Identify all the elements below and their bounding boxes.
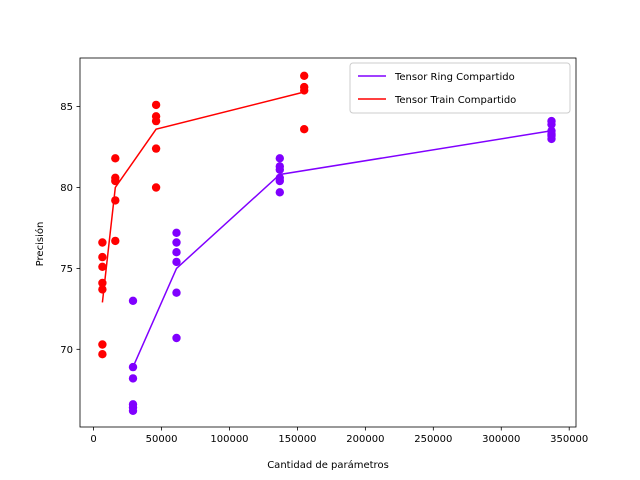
series-line-0 (132, 130, 552, 368)
y-axis-ticks: 70 75 80 85 (60, 102, 80, 356)
plot-area (98, 71, 556, 415)
data-point-0-7 (172, 238, 181, 247)
y-tick-label-0: 70 (60, 345, 73, 356)
data-point-1-0 (98, 238, 107, 247)
data-point-0-23 (547, 134, 556, 144)
data-point-1-17 (300, 71, 309, 81)
x-tick-label-0: 0 (90, 434, 96, 445)
data-point-1-10 (111, 196, 120, 205)
legend-label-1: Tensor Train Compartido (394, 95, 516, 106)
data-point-0-5 (128, 406, 138, 415)
legend: Tensor Ring Compartido Tensor Train Compa… (349, 62, 571, 114)
data-point-0-6 (172, 228, 181, 237)
x-tick-label-3: 150000 (278, 434, 316, 445)
x-tick-label-4: 200000 (346, 434, 384, 445)
data-point-0-16 (275, 176, 284, 186)
x-tick-label-5: 250000 (414, 434, 452, 445)
data-point-0-9 (172, 257, 181, 267)
y-tick-label-1: 75 (60, 264, 73, 275)
data-point-1-6 (98, 350, 107, 359)
data-point-1-3 (98, 278, 107, 288)
data-point-0-19 (547, 120, 556, 129)
data-point-1-1 (98, 252, 107, 262)
x-axis-label: Cantidad de parámetros (267, 459, 389, 471)
x-tick-label-1: 50000 (146, 434, 178, 445)
data-point-0-10 (172, 288, 181, 297)
data-point-0-0 (128, 296, 138, 305)
x-tick-label-7: 350000 (550, 434, 588, 445)
data-point-0-12 (275, 154, 284, 163)
legend-label-0: Tensor Ring Compartido (394, 72, 515, 83)
data-point-0-2 (128, 374, 138, 383)
y-tick-label-2: 80 (60, 183, 73, 194)
data-point-1-2 (98, 262, 107, 271)
legend-box (349, 62, 571, 114)
data-point-0-17 (275, 188, 284, 197)
x-axis-ticks: 0 50000 100000 150000 200000 250000 300000 3500… (90, 427, 588, 445)
data-point-1-5 (98, 340, 107, 349)
data-point-1-7 (111, 154, 120, 163)
data-point-1-14 (151, 116, 161, 126)
x-tick-label-2: 100000 (210, 434, 248, 445)
data-point-1-15 (151, 144, 161, 153)
data-point-0-1 (128, 362, 138, 372)
series-line-1 (101, 91, 305, 303)
data-point-1-20 (300, 125, 309, 134)
data-point-1-4 (98, 285, 107, 294)
y-axis-label: Precisión (34, 222, 46, 267)
data-point-0-14 (275, 165, 284, 174)
data-point-1-19 (300, 86, 309, 95)
data-point-1-9 (111, 176, 120, 186)
plot-frame (79, 57, 577, 428)
data-point-1-11 (111, 236, 120, 246)
x-tick-label-6: 300000 (482, 434, 520, 445)
data-point-0-11 (172, 333, 181, 343)
data-point-1-16 (151, 183, 161, 192)
data-point-1-12 (151, 100, 161, 110)
y-tick-label-3: 85 (60, 102, 73, 113)
data-point-0-8 (172, 248, 181, 257)
